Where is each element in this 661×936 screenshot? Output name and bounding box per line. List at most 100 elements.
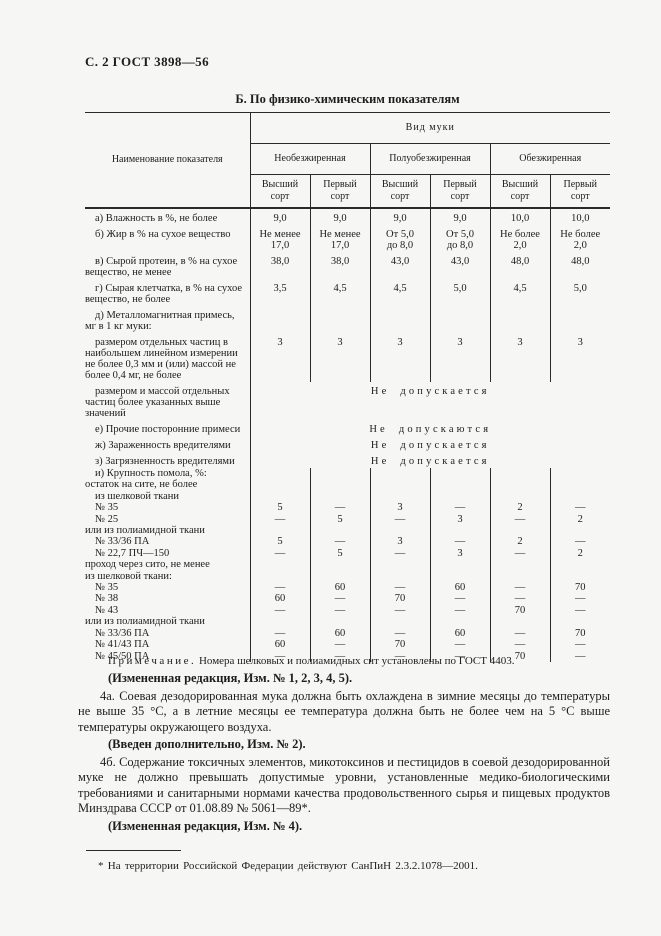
row-cell: — bbox=[489, 639, 550, 651]
row-cell: — bbox=[549, 650, 610, 662]
row-cell: 38,0 bbox=[309, 252, 370, 279]
row-cell: 70 bbox=[549, 582, 610, 594]
row-span-value: Не допускается bbox=[249, 452, 610, 468]
row-cell bbox=[489, 306, 550, 333]
row-cell: 5 bbox=[249, 502, 310, 514]
row-cell: 60 bbox=[309, 582, 370, 594]
row-cell bbox=[429, 559, 490, 571]
row-cell: — bbox=[249, 627, 310, 640]
row-cell: — bbox=[429, 650, 490, 662]
row-cell: 70 bbox=[549, 627, 610, 640]
row-cell bbox=[489, 490, 550, 503]
row-label: № 43 bbox=[85, 604, 251, 617]
row-cell bbox=[309, 525, 370, 537]
row-cell: — bbox=[489, 513, 550, 526]
row-cell: 3 bbox=[249, 333, 310, 382]
row-cell: 70 bbox=[369, 593, 430, 605]
row-label: № 41/43 ПА bbox=[85, 639, 251, 651]
row-cell: 9,0 bbox=[309, 208, 370, 225]
table-row: остаток на сите, не более bbox=[85, 479, 610, 491]
grade-header: Высший сорт bbox=[249, 174, 310, 209]
page-header: С. 2 ГОСТ 3898—56 bbox=[85, 54, 209, 69]
table-row: з) Загрязненность вредителями Не допускае… bbox=[85, 452, 610, 468]
table-row: размером отдельных частиц в наибольшем л… bbox=[85, 333, 610, 382]
row-cell bbox=[249, 570, 310, 583]
table-row: ж) Зараженность вредителями Не допускаетс… bbox=[85, 436, 610, 452]
table-row: размером и массой отдельных частиц более… bbox=[85, 382, 610, 420]
row-label: размером и массой отдельных частиц более… bbox=[85, 382, 251, 420]
name-column-header: Наименование показателя bbox=[85, 112, 251, 209]
paragraph-4b: 4б. Содержание токсичных элементов, мико… bbox=[78, 754, 610, 816]
row-cell: 5,0 bbox=[549, 279, 610, 306]
row-cell bbox=[489, 559, 550, 571]
row-cell bbox=[549, 616, 610, 628]
row-label: е) Прочие посторонние примеси bbox=[85, 420, 251, 436]
row-cell: — bbox=[249, 513, 310, 526]
grade-header: Высший сорт bbox=[489, 174, 550, 209]
row-cell: 10,0 bbox=[489, 208, 550, 225]
row-cell: — bbox=[309, 502, 370, 514]
table-row: № 35—60—60—70 bbox=[85, 582, 610, 594]
row-cell: — bbox=[309, 593, 370, 605]
row-label: или из полиамидной ткани bbox=[85, 525, 251, 537]
row-cell bbox=[549, 479, 610, 491]
row-cell bbox=[309, 490, 370, 503]
row-label: размером отдельных частиц в наибольшем л… bbox=[85, 333, 251, 382]
row-cell bbox=[309, 570, 370, 583]
row-cell: 48,0 bbox=[549, 252, 610, 279]
table-row: из шелковой ткани bbox=[85, 490, 610, 503]
row-cell: 43,0 bbox=[429, 252, 490, 279]
note-label: Примечание. bbox=[108, 655, 197, 667]
row-label: а) Влажность в %, не более bbox=[85, 208, 251, 225]
row-cell: — bbox=[429, 639, 490, 651]
row-cell: — bbox=[549, 593, 610, 605]
row-cell: 70 bbox=[369, 639, 430, 651]
row-cell bbox=[249, 616, 310, 628]
row-cell bbox=[369, 468, 430, 480]
row-label: остаток на сите, не более bbox=[85, 479, 251, 491]
row-cell: — bbox=[249, 582, 310, 594]
row-cell: 4,5 bbox=[309, 279, 370, 306]
row-cell bbox=[369, 559, 430, 571]
row-cell: От 5,0 до 8,0 bbox=[429, 225, 490, 252]
row-cell: — bbox=[429, 502, 490, 514]
row-cell bbox=[549, 559, 610, 571]
row-cell: — bbox=[429, 604, 490, 617]
amendment-note-1: (Измененная редакция, Изм. № 1, 2, 3, 4,… bbox=[108, 671, 353, 685]
row-label: № 22,7 ПЧ—150 bbox=[85, 547, 251, 560]
row-span-value: Не допускаются bbox=[249, 420, 610, 436]
row-label: № 35 bbox=[85, 502, 251, 514]
table-row: № 38 60—70— — — bbox=[85, 593, 610, 605]
row-cell bbox=[249, 490, 310, 503]
table-row: из шелковой ткани: bbox=[85, 570, 610, 583]
row-cell bbox=[309, 306, 370, 333]
grade-header: Высший сорт bbox=[369, 174, 430, 209]
row-cell: 2 bbox=[489, 536, 550, 548]
row-label: в) Сырой протеин, в % на сухое вещество,… bbox=[85, 252, 251, 279]
footnote: * На территории Российской Федерации дей… bbox=[98, 860, 478, 872]
row-cell bbox=[429, 616, 490, 628]
row-cell: — bbox=[489, 593, 550, 605]
row-cell bbox=[249, 468, 310, 480]
row-label: или из полиамидной ткани bbox=[85, 616, 251, 628]
table-head: Наименование показателя Вид муки Необезж… bbox=[85, 112, 610, 209]
row-cell: 5 bbox=[249, 536, 310, 548]
row-span-value: Не допускается bbox=[249, 436, 610, 452]
amendment-note-3: (Измененная редакция, Изм. № 4). bbox=[108, 818, 303, 833]
section-title: Б. По физико-химическим показателям bbox=[235, 92, 460, 106]
row-cell: 3 bbox=[309, 333, 370, 382]
table-row: д) Металломагнитная примесь, мг в 1 кг м… bbox=[85, 306, 610, 333]
row-cell bbox=[369, 525, 430, 537]
row-cell: Не более 2,0 bbox=[489, 225, 550, 252]
row-cell: — bbox=[309, 536, 370, 548]
row-cell: 43,0 bbox=[369, 252, 430, 279]
note-text: Номера шелковых и полиамидных сит устано… bbox=[196, 655, 515, 667]
row-cell: 60 bbox=[429, 582, 490, 594]
group-header-defatted: Обезжиренная bbox=[489, 143, 610, 175]
row-cell: 3 bbox=[429, 513, 490, 526]
row-cell: 2 bbox=[549, 513, 610, 526]
row-cell bbox=[309, 559, 370, 571]
row-cell: — bbox=[489, 547, 550, 560]
row-span-value: Не допускается bbox=[249, 382, 610, 420]
